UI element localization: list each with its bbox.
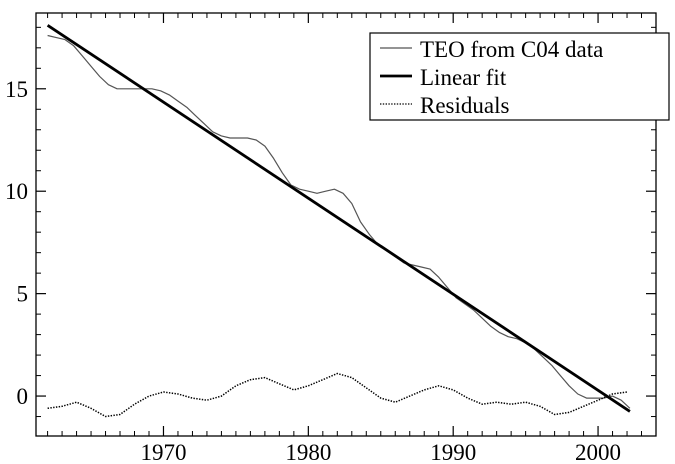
x-tick-label: 1980: [285, 440, 331, 464]
plot-frame: [35, 12, 657, 437]
series-linear-fit-line: [46, 24, 631, 413]
legend-label-fit: Linear fit: [420, 65, 507, 90]
y-tick-label: 0: [17, 384, 29, 409]
legend: TEO from C04 data Linear fit Residuals: [369, 32, 670, 121]
legend-label-residuals: Residuals: [420, 93, 509, 118]
y-tick-label: 10: [5, 179, 28, 204]
series-layer: [46, 24, 631, 418]
ticks: 1970 1980 1990 2000 0 5 10 15: [5, 13, 657, 464]
x-tick-label: 1990: [430, 440, 476, 464]
legend-box: [369, 32, 670, 121]
y-tick-label: 15: [5, 77, 28, 102]
series-residuals-line: [47, 372, 628, 418]
x-tick-label: 2000: [575, 440, 621, 464]
legend-label-teo: TEO from C04 data: [420, 37, 603, 62]
x-tick-label: 1970: [140, 440, 186, 464]
y-tick-label: 5: [17, 282, 29, 307]
